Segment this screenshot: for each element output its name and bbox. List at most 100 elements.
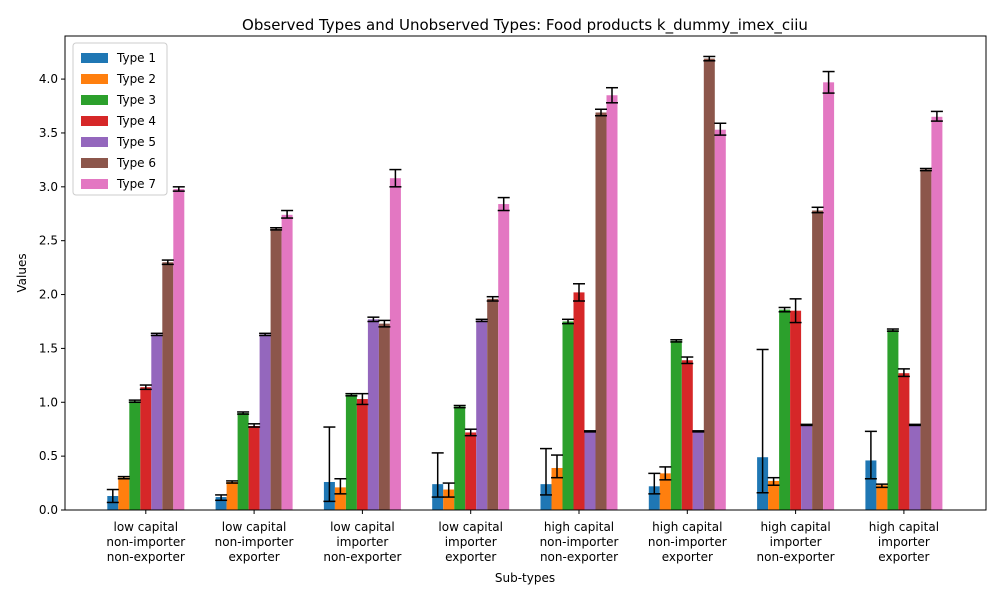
bar <box>790 310 802 510</box>
error-bar <box>270 227 283 231</box>
error-bar <box>486 295 499 302</box>
bar <box>865 460 877 510</box>
y-tick-label: 0.5 <box>39 449 58 463</box>
error-bar <box>681 356 694 365</box>
error-bar <box>117 475 130 480</box>
legend: Type 1 Type 2 Type 3 Type 4 Type 5 Type 6 Type… <box>72 42 168 196</box>
legend-swatch <box>81 179 108 189</box>
bar <box>162 262 174 510</box>
y-tick-label: 3.0 <box>39 180 58 194</box>
error-bar <box>864 430 877 480</box>
bar <box>670 340 682 510</box>
bar <box>779 309 791 510</box>
bar <box>259 334 271 510</box>
bar <box>551 467 563 510</box>
legend-swatch <box>81 74 108 84</box>
bar <box>356 399 368 510</box>
error-bar <box>714 122 727 136</box>
legend-label: Type 5 <box>116 135 156 149</box>
bar <box>498 204 510 510</box>
error-bar <box>226 480 239 484</box>
legend-swatch <box>81 53 108 63</box>
y-tick-label: 1.5 <box>39 341 58 355</box>
error-bar <box>464 428 477 437</box>
bar <box>454 406 466 510</box>
bar <box>703 58 715 510</box>
error-bar <box>442 482 455 498</box>
bar <box>823 82 835 510</box>
legend-label: Type 3 <box>116 93 156 107</box>
error-bar <box>497 196 510 212</box>
error-bar <box>378 319 391 328</box>
y-tick-label: 4.0 <box>39 72 58 86</box>
plot-area <box>106 55 943 511</box>
error-bar <box>431 452 444 498</box>
x-tick-label: low capital importer non-exporter <box>323 520 401 564</box>
y-tick-label: 2.5 <box>39 234 58 248</box>
legend-label: Type 4 <box>116 114 156 128</box>
error-bar <box>692 430 705 433</box>
error-bar <box>756 348 769 494</box>
error-bar <box>875 483 888 489</box>
bar <box>129 401 141 510</box>
legend-swatch <box>81 137 108 147</box>
y-tick-label: 1.0 <box>39 395 58 409</box>
error-bar <box>106 488 119 504</box>
bar <box>151 334 163 510</box>
bar <box>345 394 357 510</box>
bar <box>909 424 921 510</box>
x-tick-label: high capital importer exporter <box>869 520 939 564</box>
error-bar <box>595 108 607 117</box>
bar <box>476 320 488 510</box>
bar <box>226 481 238 510</box>
bar <box>606 95 618 510</box>
x-tick-label: high capital non-importer exporter <box>648 520 727 564</box>
bar <box>465 432 477 510</box>
y-axis-label: Values <box>15 253 29 292</box>
x-tick-label: high capital importer non-exporter <box>757 520 835 564</box>
legend-label: Type 1 <box>116 51 156 65</box>
error-bar <box>930 110 943 122</box>
bar <box>931 116 943 510</box>
bar <box>768 480 780 510</box>
error-bar <box>703 55 716 62</box>
x-tick-label: low capital importer exporter <box>438 520 503 564</box>
x-tick-label: high capital non-importer non-exporter <box>540 520 619 564</box>
x-axis-label: Sub-types <box>495 571 555 585</box>
error-bar <box>540 447 552 496</box>
error-bar <box>811 206 824 214</box>
bar <box>648 486 660 510</box>
bar <box>215 497 227 510</box>
error-bar <box>800 423 813 427</box>
legend-swatch <box>81 116 108 126</box>
error-bar <box>778 306 791 313</box>
error-bar <box>886 328 899 332</box>
bar <box>443 489 455 510</box>
bar <box>920 169 932 510</box>
error-bar <box>248 423 261 428</box>
error-bar <box>475 318 488 323</box>
error-bar <box>789 298 802 324</box>
error-bar <box>259 332 272 337</box>
bar <box>237 413 249 510</box>
error-bar <box>334 478 347 495</box>
bar <box>378 323 390 510</box>
bar <box>714 129 726 511</box>
bar <box>334 487 346 510</box>
legend-swatch <box>81 158 108 168</box>
error-bar <box>919 167 932 172</box>
legend-label: Type 2 <box>116 72 156 86</box>
error-bar <box>767 476 780 486</box>
error-bar <box>215 494 228 502</box>
bar <box>584 431 596 510</box>
error-bar <box>323 426 336 503</box>
error-bar <box>659 466 672 481</box>
bar <box>692 431 704 510</box>
error-bar <box>584 430 596 433</box>
bar <box>659 473 671 510</box>
legend-label: Type 7 <box>116 177 156 191</box>
error-bar <box>822 70 835 94</box>
chart-title: Observed Types and Unobserved Types: Foo… <box>242 16 808 35</box>
error-bar <box>139 384 152 391</box>
y-axis: 0.0 0.5 1.0 1.5 2.0 2.5 3.0 3.5 4.0 <box>39 72 65 517</box>
